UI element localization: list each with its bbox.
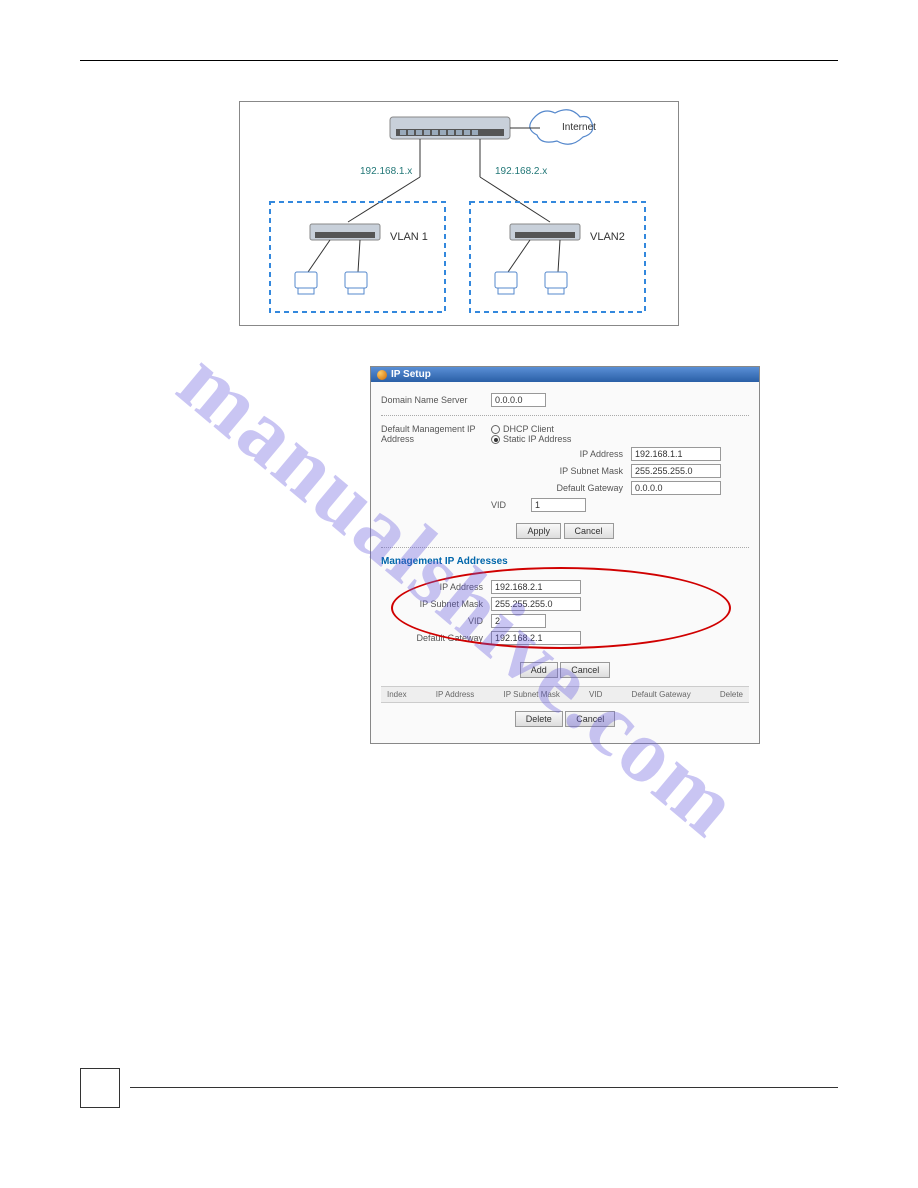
static-label: Static IP Address [503, 434, 571, 444]
cloud-label: Internet [562, 122, 596, 133]
th-ip: IP Address [436, 690, 475, 699]
cancel-button-2[interactable]: Cancel [560, 662, 610, 678]
mgmt-ip-label-2: Address [381, 434, 491, 444]
mgmt-subnet-input[interactable]: 255.255.255.0 [491, 597, 581, 611]
mgmt-vid-label: VID [381, 616, 491, 626]
th-gw: Default Gateway [632, 690, 691, 699]
panel-title-bar: IP Setup [371, 367, 759, 382]
th-index: Index [387, 690, 407, 699]
page-number-box [80, 1068, 120, 1108]
ip-address-label: IP Address [491, 449, 631, 459]
mgmt-addresses-box: IP Address192.168.2.1 IP Subnet Mask255.… [381, 571, 749, 654]
cancel-button-1[interactable]: Cancel [564, 523, 614, 539]
gateway-label: Default Gateway [491, 483, 631, 493]
mgmt-gw-label: Default Gateway [381, 633, 491, 643]
th-delete: Delete [720, 690, 743, 699]
mgmt-ip-label: IP Address [381, 582, 491, 592]
vlan2-label: VLAN2 [590, 231, 625, 243]
dns-input[interactable]: 0.0.0.0 [491, 393, 546, 407]
apply-button[interactable]: Apply [516, 523, 561, 539]
static-radio[interactable] [491, 435, 500, 444]
mgmt-gw-input[interactable]: 192.168.2.1 [491, 631, 581, 645]
top-rule [80, 60, 838, 61]
subnet-input[interactable]: 255.255.255.0 [631, 464, 721, 478]
bottom-rule [130, 1087, 838, 1088]
mgmt-vid-input[interactable]: 2 [491, 614, 546, 628]
title-dot-icon [377, 370, 387, 380]
dns-label: Domain Name Server [381, 395, 491, 405]
mgmt-table-header: Index IP Address IP Subnet Mask VID Defa… [381, 686, 749, 703]
ip-setup-panel: IP Setup Domain Name Server 0.0.0.0 Defa… [370, 366, 760, 744]
gateway-input[interactable]: 0.0.0.0 [631, 481, 721, 495]
vid-label: VID [491, 500, 531, 510]
panel-title: IP Setup [391, 369, 431, 380]
subnet2-label: 192.168.2.x [495, 166, 547, 177]
mgmt-ip-label-1: Default Management IP [381, 424, 491, 434]
mgmt-ip-input[interactable]: 192.168.2.1 [491, 580, 581, 594]
th-subnet: IP Subnet Mask [504, 690, 560, 699]
page-content: Internet 192.168.1.x 192.168.2.x VLAN 1 … [80, 60, 838, 1108]
cancel-button-3[interactable]: Cancel [565, 711, 615, 727]
vlan1-label: VLAN 1 [390, 231, 428, 243]
delete-button[interactable]: Delete [515, 711, 563, 727]
mgmt-section-title: Management IP Addresses [381, 556, 749, 567]
setup-row: IP Setup Domain Name Server 0.0.0.0 Defa… [80, 366, 838, 744]
dhcp-radio[interactable] [491, 425, 500, 434]
add-button[interactable]: Add [520, 662, 558, 678]
ip-address-input[interactable]: 192.168.1.1 [631, 447, 721, 461]
dhcp-label: DHCP Client [503, 424, 554, 434]
subnet1-label: 192.168.1.x [360, 166, 412, 177]
network-diagram: Internet 192.168.1.x 192.168.2.x VLAN 1 … [239, 101, 679, 326]
vid-input[interactable]: 1 [531, 498, 586, 512]
th-vid: VID [589, 690, 602, 699]
subnet-label: IP Subnet Mask [491, 466, 631, 476]
mgmt-subnet-label: IP Subnet Mask [381, 599, 491, 609]
